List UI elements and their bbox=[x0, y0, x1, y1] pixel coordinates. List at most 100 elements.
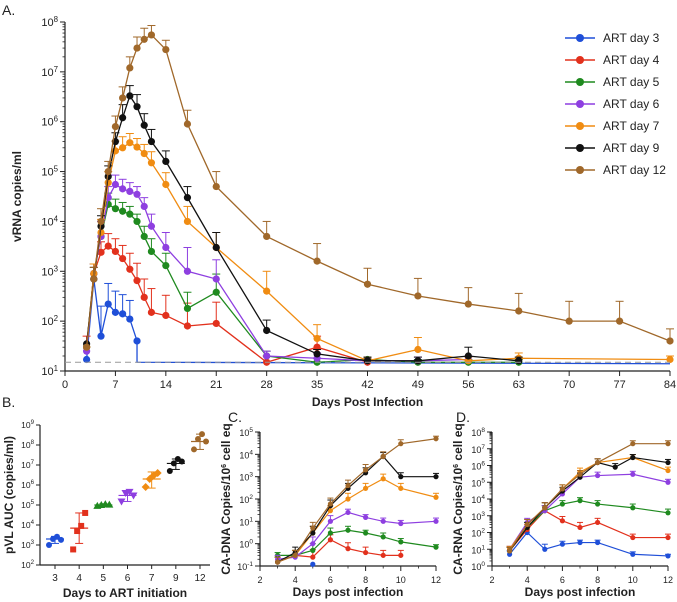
series-art-day-4 bbox=[274, 534, 404, 565]
data-point bbox=[183, 267, 192, 275]
legend-marker bbox=[576, 100, 584, 108]
series-art-day-6 bbox=[274, 508, 439, 562]
data-point bbox=[119, 254, 127, 263]
data-point bbox=[195, 435, 201, 442]
legend-label: ART day 6 bbox=[603, 97, 660, 111]
data-point bbox=[111, 247, 120, 256]
series-line bbox=[85, 183, 469, 362]
data-point bbox=[559, 541, 566, 547]
series-art-day-3 bbox=[310, 561, 316, 567]
data-point bbox=[119, 310, 127, 318]
panel-label: A. bbox=[2, 2, 15, 18]
x-tick-label: 70 bbox=[563, 379, 575, 391]
series-art-day-3 bbox=[83, 275, 671, 365]
legend-marker bbox=[576, 144, 584, 152]
data-point bbox=[90, 275, 98, 283]
data-point bbox=[630, 551, 636, 557]
data-point bbox=[129, 492, 138, 500]
data-point bbox=[380, 518, 386, 524]
data-point bbox=[515, 357, 523, 365]
data-point bbox=[54, 533, 60, 540]
data-point bbox=[559, 518, 566, 524]
series-art-day-3 bbox=[506, 526, 671, 559]
y-tick-label: 10-1 bbox=[237, 561, 253, 572]
data-point bbox=[126, 265, 134, 273]
y-tick-label: 101 bbox=[41, 364, 58, 378]
series-line bbox=[509, 500, 669, 552]
data-point bbox=[433, 518, 439, 524]
data-point bbox=[666, 337, 674, 345]
data-point bbox=[665, 459, 671, 466]
legend-label: ART day 9 bbox=[603, 141, 660, 155]
x-tick-label: 56 bbox=[462, 379, 474, 391]
data-point bbox=[263, 232, 271, 241]
data-point bbox=[97, 217, 105, 226]
data-point bbox=[665, 479, 671, 485]
legend-item: ART day 4 bbox=[565, 53, 660, 67]
data-point bbox=[119, 114, 127, 122]
series-art-day-12 bbox=[274, 435, 439, 565]
group-art-day-3 bbox=[46, 533, 64, 548]
data-point bbox=[595, 472, 601, 479]
data-point bbox=[170, 460, 177, 467]
data-point bbox=[327, 508, 333, 514]
data-point bbox=[83, 355, 91, 364]
legend-item: ART day 5 bbox=[565, 75, 660, 89]
data-point bbox=[119, 94, 127, 102]
data-point bbox=[140, 121, 148, 129]
series-art-day-5 bbox=[274, 525, 439, 558]
series-art-day-4 bbox=[82, 233, 372, 366]
x-tick-label: 6 bbox=[560, 575, 565, 585]
y-axis-label: pVL AUC (copies/ml) bbox=[2, 436, 16, 554]
x-tick-label: 12 bbox=[431, 575, 441, 585]
data-point bbox=[178, 458, 185, 465]
x-tick-label: 0 bbox=[62, 379, 68, 391]
data-point bbox=[595, 519, 601, 526]
data-point bbox=[133, 277, 141, 285]
data-point bbox=[380, 476, 386, 482]
x-tick-label: 12 bbox=[194, 573, 206, 584]
data-point bbox=[310, 541, 316, 547]
data-point bbox=[433, 544, 439, 550]
data-point bbox=[125, 488, 134, 496]
data-point bbox=[147, 137, 156, 146]
data-point bbox=[199, 431, 205, 438]
data-point bbox=[263, 352, 271, 360]
data-point bbox=[433, 474, 439, 480]
series-art-day-7 bbox=[83, 133, 674, 365]
data-point bbox=[577, 524, 583, 531]
x-tick-label: 49 bbox=[412, 379, 424, 391]
y-tick-label: 103 bbox=[21, 539, 34, 550]
data-point bbox=[559, 501, 566, 507]
data-point bbox=[147, 247, 156, 256]
data-point bbox=[666, 355, 674, 364]
y-tick-label: 100 bbox=[471, 561, 485, 572]
series-line bbox=[277, 478, 437, 563]
data-point bbox=[133, 190, 141, 198]
data-point bbox=[97, 248, 105, 256]
series-line bbox=[85, 34, 671, 348]
data-point bbox=[464, 300, 472, 308]
data-point bbox=[275, 559, 281, 565]
y-tick-label: 106 bbox=[41, 115, 58, 129]
data-point bbox=[363, 357, 372, 365]
data-point bbox=[310, 525, 316, 531]
data-point bbox=[126, 92, 134, 100]
data-point bbox=[665, 441, 671, 447]
data-point bbox=[212, 243, 220, 252]
data-point bbox=[119, 207, 127, 215]
y-tick-label: 109 bbox=[21, 419, 34, 430]
data-point bbox=[133, 103, 141, 111]
x-axis-label: Days Post Infection bbox=[312, 395, 423, 409]
series-art-day-12 bbox=[83, 25, 674, 351]
series-line bbox=[509, 509, 668, 552]
legend-label: ART day 5 bbox=[603, 75, 660, 89]
legend-label: ART day 4 bbox=[603, 53, 660, 67]
data-point bbox=[542, 546, 548, 552]
group-art-day-9 bbox=[166, 455, 185, 475]
legend-label: ART day 3 bbox=[603, 31, 660, 45]
y-axis-label: CA-RNA Copies/106 cell eq bbox=[451, 423, 465, 575]
x-tick-label: 84 bbox=[664, 379, 676, 391]
y-tick-label: 108 bbox=[41, 15, 58, 29]
data-point bbox=[162, 157, 170, 165]
